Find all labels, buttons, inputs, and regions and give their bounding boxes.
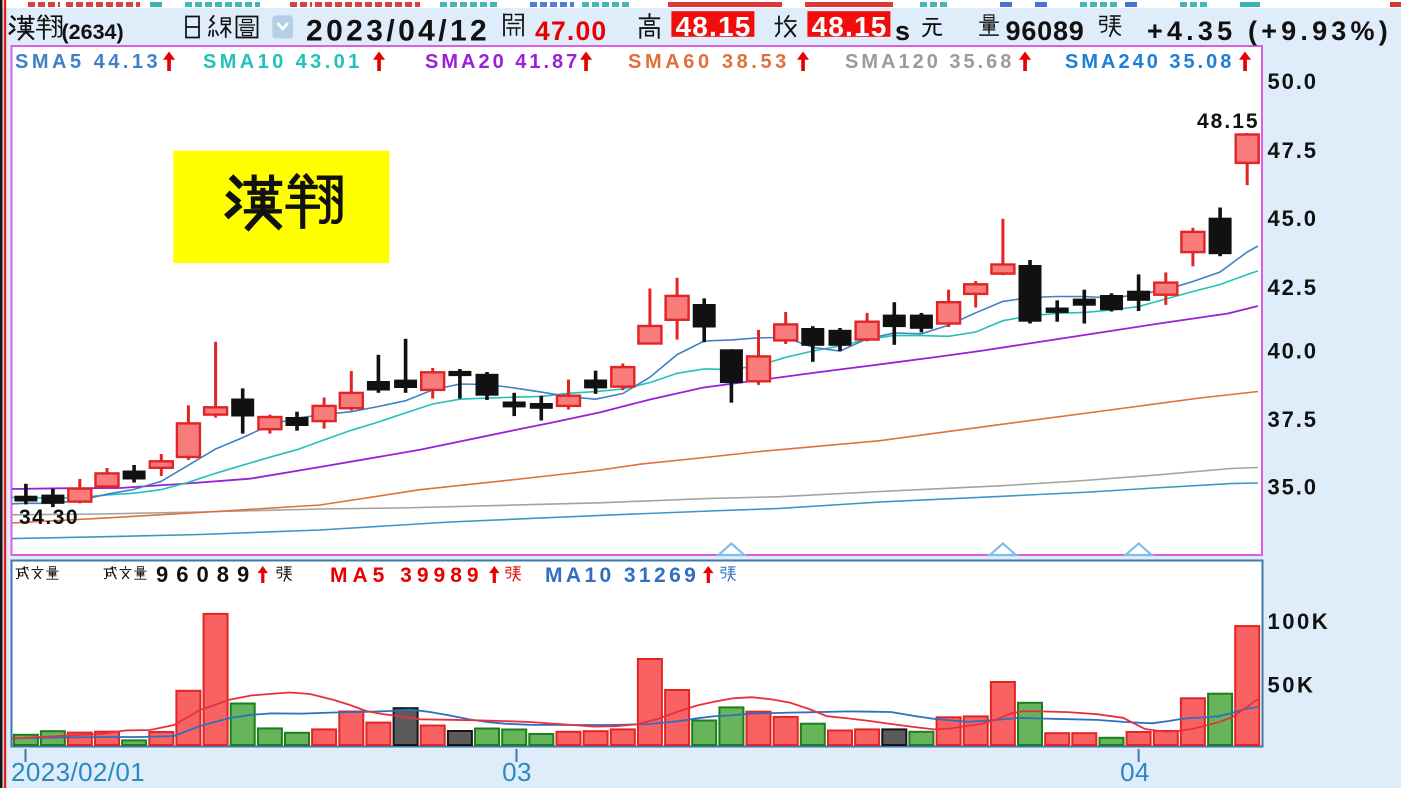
svg-text:37.5: 37.5 [1268,407,1318,432]
svg-text:96089: 96089 [1006,16,1085,46]
svg-text:2023/04/12: 2023/04/12 [306,15,490,48]
svg-text:35.0: 35.0 [1268,475,1318,500]
svg-text:MA5 39989: MA5 39989 [330,564,484,587]
svg-text:42.5: 42.5 [1268,275,1318,300]
svg-text:MA10 31269: MA10 31269 [545,564,699,587]
svg-text:96089: 96089 [156,562,257,587]
svg-text:+4.35 (+9.93%): +4.35 (+9.93%) [1147,16,1392,46]
svg-text:SMA5 44.13: SMA5 44.13 [15,51,161,73]
svg-text:48.15: 48.15 [1197,110,1260,133]
svg-text:2023/02/01: 2023/02/01 [11,757,145,787]
svg-text:04: 04 [1120,757,1150,787]
svg-text:47.5: 47.5 [1268,138,1318,163]
svg-text:s: s [895,16,910,46]
svg-text:(2634): (2634) [62,20,124,44]
svg-text:45.0: 45.0 [1268,206,1318,231]
svg-text:50.0: 50.0 [1268,69,1318,94]
svg-text:SMA10 43.01: SMA10 43.01 [203,51,363,73]
svg-text:SMA240 35.08: SMA240 35.08 [1065,51,1234,73]
svg-text:100K: 100K [1268,609,1331,634]
svg-text:SMA60 38.53: SMA60 38.53 [628,51,790,73]
svg-text:SMA20 41.87: SMA20 41.87 [425,51,580,73]
svg-text:40.0: 40.0 [1268,339,1318,364]
svg-text:03: 03 [502,757,532,787]
svg-text:48.15: 48.15 [812,11,888,42]
svg-text:SMA120 35.68: SMA120 35.68 [845,51,1014,73]
svg-text:48.15: 48.15 [676,11,752,42]
svg-text:34.30: 34.30 [19,506,79,529]
svg-text:50K: 50K [1268,673,1316,698]
svg-text:47.00: 47.00 [535,16,607,46]
